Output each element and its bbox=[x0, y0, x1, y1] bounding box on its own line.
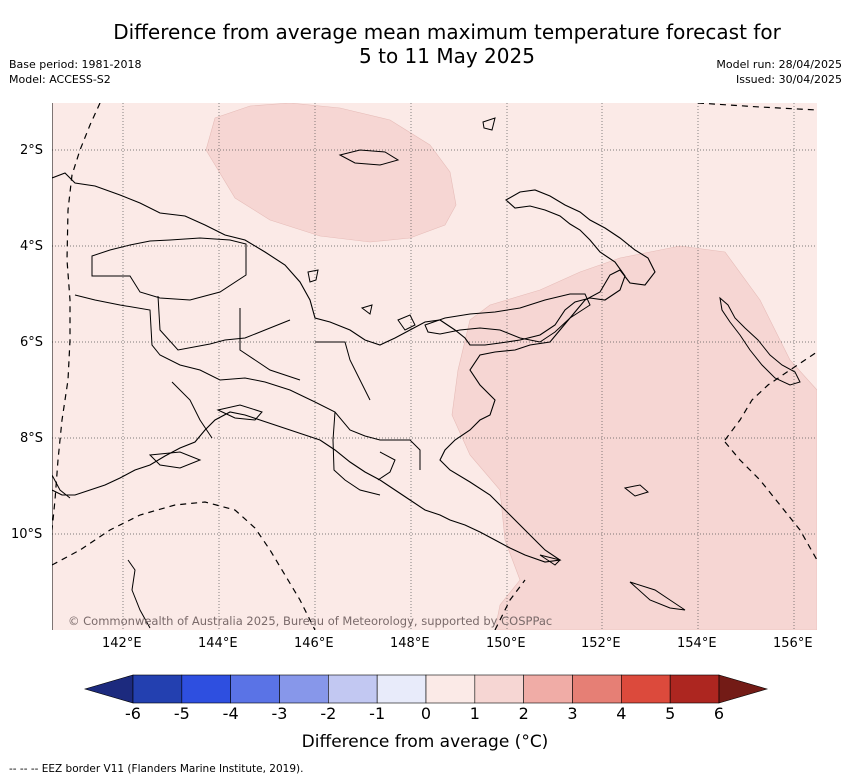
colorbar-tick-label: -3 bbox=[271, 704, 288, 723]
colorbar-segment bbox=[181, 674, 231, 704]
colorbar-arrow-right bbox=[718, 674, 769, 704]
lon-label-152e: 152°E bbox=[581, 636, 621, 651]
colorbar-segment bbox=[376, 674, 427, 704]
eez-borders bbox=[52, 103, 817, 630]
colorbar-segment bbox=[230, 674, 280, 704]
title-line-2: 5 to 11 May 2025 bbox=[359, 44, 535, 68]
lat-label-6s: 6°S bbox=[20, 335, 44, 350]
lon-label-150e: 150°E bbox=[486, 636, 526, 651]
metadata-left: Base period: 1981-2018 Model: ACCESS-S2 bbox=[9, 57, 141, 87]
lon-label-142e: 142°E bbox=[102, 636, 142, 651]
colorbar-segment bbox=[425, 674, 476, 704]
colorbar-segment bbox=[523, 674, 573, 704]
colorbar-tick-label: 0 bbox=[420, 704, 432, 723]
islands bbox=[52, 103, 801, 630]
colorbar-segment bbox=[669, 674, 720, 704]
colorbar-tick-label: 4 bbox=[616, 704, 627, 723]
colorbar-segment bbox=[474, 674, 524, 704]
colorbar-tick-label: -4 bbox=[222, 704, 239, 723]
gridlines bbox=[52, 103, 817, 630]
lat-label-2s: 2°S bbox=[20, 143, 44, 158]
chart-title: Difference from average mean maximum tem… bbox=[0, 20, 850, 68]
colorbar-arrow-left bbox=[83, 674, 134, 704]
colorbar-tick-label: 2 bbox=[518, 704, 529, 723]
title-line-1: Difference from average mean maximum tem… bbox=[113, 20, 781, 44]
lon-label-154e: 154°E bbox=[677, 636, 717, 651]
lon-label-156e: 156°E bbox=[773, 636, 813, 651]
colorbar-label-unit: °C) bbox=[521, 732, 549, 752]
colorbar-tick-label: -6 bbox=[125, 704, 141, 723]
lon-label-146e: 146°E bbox=[294, 636, 334, 651]
colorbar-segment bbox=[621, 674, 671, 704]
colorbar-tick-label: 3 bbox=[567, 704, 578, 723]
lat-label-8s: 8°S bbox=[20, 431, 44, 446]
lon-label-148e: 148°E bbox=[390, 636, 430, 651]
issued-date: Issued: 30/04/2025 bbox=[735, 73, 842, 86]
colorbar-segment bbox=[328, 674, 378, 704]
colorbar-tick-label: -5 bbox=[173, 704, 190, 723]
colorbar-tick-label: 1 bbox=[469, 704, 480, 723]
base-period: Base period: 1981-2018 bbox=[9, 58, 142, 71]
model-run: Model run: 28/04/2025 bbox=[716, 58, 842, 71]
colorbar-tick-label: 5 bbox=[665, 704, 676, 723]
colorbar-segment bbox=[572, 674, 622, 704]
eez-legend-note: -- -- -- EEZ border V11 (Flanders Marine… bbox=[9, 763, 304, 775]
colorbar-label-text: Difference from average ( bbox=[301, 732, 522, 752]
lat-label-10s: 10°S bbox=[11, 527, 43, 542]
lat-label-4s: 4°S bbox=[20, 239, 44, 254]
colorbar bbox=[83, 674, 769, 704]
model-name: Model: ACCESS-S2 bbox=[9, 73, 111, 86]
colorbar-tick-label: -2 bbox=[320, 704, 337, 723]
metadata-right: Model run: 28/04/2025 Issued: 30/04/2025 bbox=[716, 57, 842, 87]
colorbar-tick-label: 6 bbox=[713, 704, 725, 723]
province-borders bbox=[74, 237, 421, 496]
colorbar-tick-label: -1 bbox=[369, 704, 386, 723]
colorbar-label: Difference from average (°C) bbox=[0, 732, 850, 752]
lon-label-144e: 144°E bbox=[198, 636, 238, 651]
mainland-coastline bbox=[52, 172, 656, 563]
copyright-notice: © Commonwealth of Australia 2025, Bureau… bbox=[68, 614, 553, 628]
colorbar-segment bbox=[279, 674, 329, 704]
anomaly-region-north bbox=[205, 103, 457, 243]
colorbar-segment bbox=[132, 674, 183, 704]
